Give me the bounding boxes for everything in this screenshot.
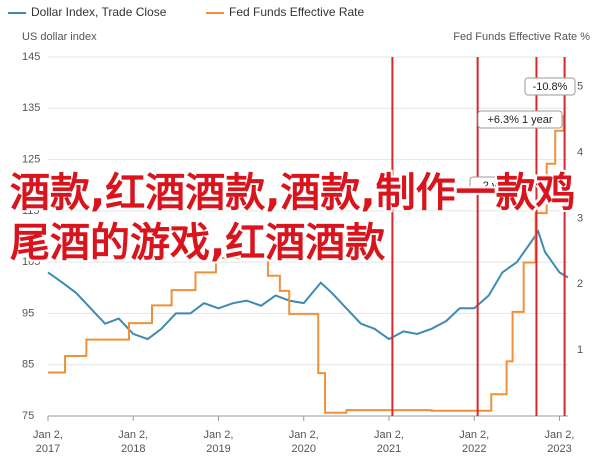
y-tick-label: 75 xyxy=(22,410,34,422)
x-tick-label: Jan 2, 2018 xyxy=(118,429,148,455)
y-tick-label: 125 xyxy=(22,153,40,165)
y-tick-label: 135 xyxy=(22,102,40,114)
series-line xyxy=(47,229,569,341)
annotation: +6.3% 1 year xyxy=(487,114,552,126)
y-tick-label: 95 xyxy=(22,307,34,319)
x-tick-label: Jan 2, 2023 xyxy=(544,429,574,455)
annotation: 2 year xyxy=(483,180,514,192)
y-tick-label: 85 xyxy=(22,359,34,371)
annotation-dot xyxy=(554,184,558,188)
y2-tick-label: 4 xyxy=(577,146,583,158)
legend-label: Dollar Index, Trade Close xyxy=(31,5,167,19)
annotation: -10.8% xyxy=(533,81,568,93)
annotations: -10.8% +6.3% 1 year 2 year xyxy=(469,77,576,195)
series-line xyxy=(48,114,565,414)
y-tick-label: 105 xyxy=(22,256,40,268)
y2-tick-label: 5 xyxy=(577,81,583,93)
y2-tick-label: 1 xyxy=(577,344,583,356)
y-tick-label: 115 xyxy=(22,205,40,217)
overlay-text: 酒款,红酒酒款,酒款,制作一款鸡尾酒的游戏,红酒酒款 xyxy=(10,170,576,266)
annotation-box xyxy=(477,110,563,129)
x-tick-label: Jan 2, 2019 xyxy=(204,429,234,455)
x-tick-label: Jan 2, 2020 xyxy=(289,429,319,455)
x-tick-label: Jan 2, 2021 xyxy=(374,429,404,455)
annotation-box xyxy=(524,77,576,96)
x-tick-label: Jan 2, 2022 xyxy=(459,429,489,455)
y2-tick-label: 2 xyxy=(577,278,583,290)
legend-label: Fed Funds Effective Rate xyxy=(229,5,365,19)
y-tick-label: 145 xyxy=(22,51,40,63)
x-tick-label: Jan 2, 2017 xyxy=(33,429,63,455)
y2-axis-title: Fed Funds Effective Rate % xyxy=(453,31,590,43)
y-axis-title: US dollar index xyxy=(22,31,97,43)
y2-tick-label: 3 xyxy=(577,212,583,224)
